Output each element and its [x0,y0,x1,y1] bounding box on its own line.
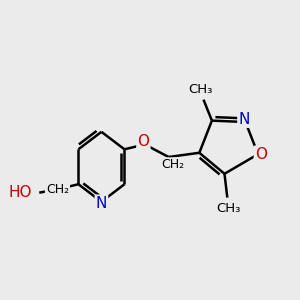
Text: N: N [238,112,250,127]
Text: CH₃: CH₃ [188,82,213,95]
Text: O: O [137,134,149,149]
Text: N: N [96,196,107,211]
Text: CH₂: CH₂ [161,158,184,171]
Text: HO: HO [9,185,32,200]
Text: O: O [255,147,267,162]
Text: CH₃: CH₃ [217,202,241,215]
Text: CH₂: CH₂ [46,183,69,196]
